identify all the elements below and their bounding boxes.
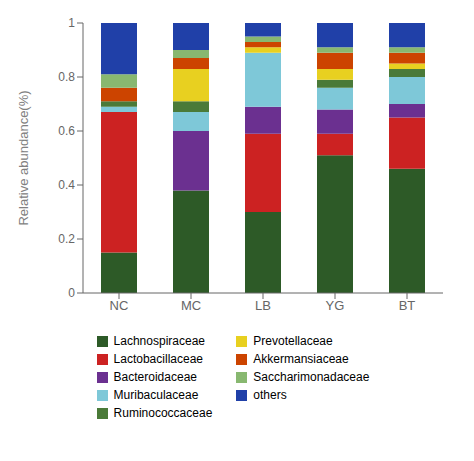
svg-text:Relative abundance(%): Relative abundance(%) (16, 90, 31, 225)
svg-text:0.6: 0.6 (58, 124, 75, 138)
html-text:Lactobacillaceae: Lactobacillaceae (113, 352, 203, 366)
svg-text:0.8: 0.8 (58, 70, 75, 84)
html-text:Muribaculaceae: Muribaculaceae (113, 388, 199, 402)
svg-text:LB: LB (255, 298, 271, 313)
html-text:Saccharimonadaceae: Saccharimonadaceae (253, 370, 370, 384)
html-text:Bacteroidaceae: Bacteroidaceae (113, 370, 197, 384)
svg-text:NC: NC (110, 298, 129, 313)
html-text:Ruminococcaceae: Ruminococcaceae (113, 406, 213, 420)
svg-text:1: 1 (68, 16, 75, 30)
svg-text:0: 0 (68, 286, 75, 300)
html-text:Lachnospiraceae: Lachnospiraceae (113, 334, 205, 348)
svg-text:BT: BT (399, 298, 416, 313)
svg-text:0.4: 0.4 (58, 178, 75, 192)
html-text:Prevotellaceae: Prevotellaceae (253, 334, 333, 348)
html-text:Akkermansiaceae: Akkermansiaceae (253, 352, 349, 366)
html-text:others: others (253, 388, 287, 402)
svg-text:0.2: 0.2 (58, 232, 75, 246)
svg-text:MC: MC (181, 298, 201, 313)
svg-text:YG: YG (326, 298, 345, 313)
